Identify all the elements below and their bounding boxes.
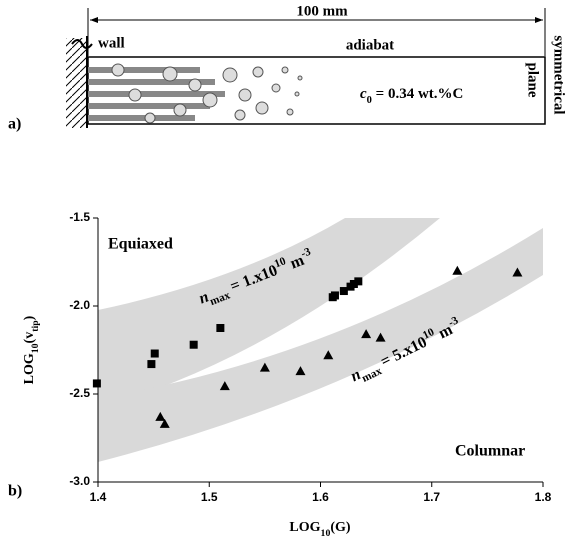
text-part: -3 bbox=[299, 245, 312, 260]
text-part: m bbox=[284, 251, 307, 273]
text-part: 10 bbox=[30, 343, 41, 353]
plane-label: plane bbox=[525, 62, 541, 97]
point bbox=[216, 324, 225, 332]
text-part: = 0.34 wt.%C bbox=[372, 86, 463, 102]
text-part: ) bbox=[22, 315, 37, 320]
grain bbox=[144, 112, 156, 124]
dimension: 100 mm bbox=[296, 3, 348, 19]
wall-arrow bbox=[71, 39, 93, 49]
point bbox=[339, 287, 348, 296]
grain bbox=[281, 66, 289, 74]
region-label: Equiaxed bbox=[108, 236, 173, 253]
composition: c0 = 0.34 wt.%C bbox=[360, 86, 463, 105]
point bbox=[330, 291, 339, 300]
point bbox=[295, 366, 306, 376]
x-tick-label: 1.8 bbox=[535, 490, 552, 504]
point bbox=[361, 329, 372, 339]
text-part: (G) bbox=[330, 520, 351, 535]
text-part: 10 bbox=[273, 255, 288, 270]
point bbox=[147, 360, 156, 369]
point bbox=[375, 332, 386, 342]
grain bbox=[162, 66, 178, 82]
text-part: (v bbox=[22, 332, 37, 344]
y-axis-label: LOG10(vtip) bbox=[22, 315, 41, 384]
point bbox=[219, 381, 230, 391]
x-axis-label: LOG10(G) bbox=[289, 520, 350, 539]
grain bbox=[222, 67, 238, 83]
region-label: Columnar bbox=[455, 443, 525, 460]
grain bbox=[173, 103, 187, 117]
x-tick-label: 1.6 bbox=[312, 490, 329, 504]
grain bbox=[188, 78, 202, 92]
point bbox=[92, 379, 101, 388]
y-tick-label: -2.0 bbox=[69, 298, 90, 312]
columnar-grains bbox=[88, 67, 225, 121]
point bbox=[354, 277, 363, 286]
point bbox=[323, 350, 334, 360]
point bbox=[189, 340, 198, 349]
grain bbox=[294, 91, 300, 97]
grain bbox=[128, 88, 142, 102]
grain bbox=[297, 75, 303, 81]
panel-a: 100 mm wall adiabat c0 = 0.34 wt.%C symm… bbox=[8, 3, 567, 132]
point bbox=[452, 265, 463, 275]
grain bbox=[234, 109, 246, 121]
y-tick-label: -1.5 bbox=[69, 210, 90, 224]
text-part: 0 bbox=[367, 95, 372, 106]
x-tick-label: 1.7 bbox=[423, 490, 440, 504]
wall-hatch bbox=[66, 38, 86, 128]
grain bbox=[286, 108, 294, 116]
grain bbox=[252, 66, 264, 78]
text-part: c bbox=[360, 86, 367, 102]
microstructure bbox=[88, 63, 303, 124]
y-tick-label: -3.0 bbox=[69, 474, 90, 488]
band-lower bbox=[98, 228, 543, 462]
grain bbox=[111, 63, 125, 77]
band-upper bbox=[98, 218, 440, 408]
panel-label: b) bbox=[8, 483, 22, 500]
point bbox=[259, 362, 270, 372]
point bbox=[150, 349, 159, 358]
y-tick-label: -2.5 bbox=[69, 386, 90, 400]
x-tick-label: 1.4 bbox=[90, 490, 107, 504]
point bbox=[512, 267, 523, 277]
x-tick-label: 1.5 bbox=[201, 490, 218, 504]
text-part: LOG bbox=[289, 520, 320, 535]
grain bbox=[238, 88, 252, 102]
grain bbox=[202, 92, 218, 108]
text-part: tip bbox=[30, 320, 41, 332]
panel-label: a) bbox=[8, 116, 21, 133]
point bbox=[349, 280, 358, 288]
adiabat-label: adiabat bbox=[346, 37, 394, 53]
text-part: LOG bbox=[22, 353, 37, 384]
grain bbox=[255, 101, 269, 115]
point bbox=[159, 418, 170, 428]
text-part: 10 bbox=[321, 528, 331, 539]
text-part: 10 bbox=[421, 326, 437, 342]
bands bbox=[98, 218, 543, 462]
text-part: m bbox=[432, 321, 456, 344]
wall-label: wall bbox=[98, 35, 125, 51]
symmetrical-label: symmetrical bbox=[551, 35, 567, 114]
grain bbox=[271, 83, 281, 93]
point bbox=[155, 411, 166, 421]
